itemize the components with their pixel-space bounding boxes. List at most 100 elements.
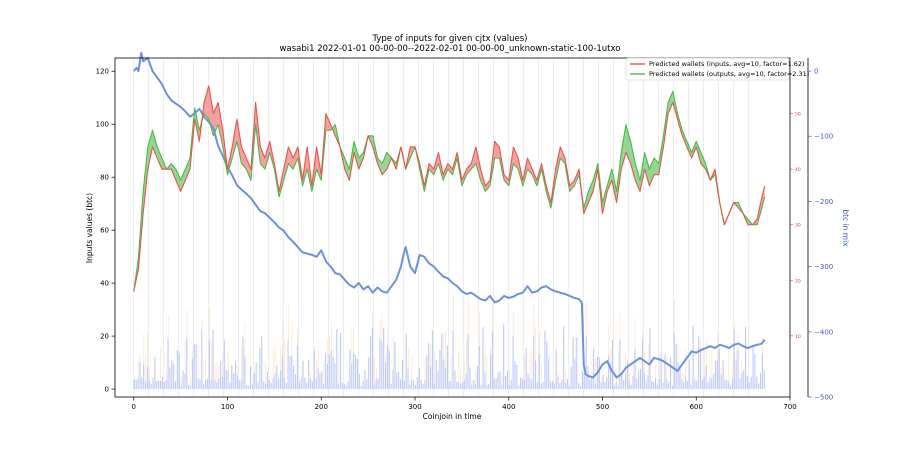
bar-mark <box>332 356 334 390</box>
bar-mark <box>505 375 507 390</box>
bar-mark <box>246 385 248 390</box>
bar-mark <box>197 344 199 380</box>
difference-area <box>649 158 655 186</box>
bar-mark <box>430 344 431 367</box>
bar-mark <box>143 334 145 365</box>
bar-mark <box>293 365 295 390</box>
bar-mark <box>728 381 730 390</box>
bar-mark <box>509 369 510 386</box>
difference-area <box>218 102 223 147</box>
bar-mark <box>266 372 268 390</box>
bar-mark <box>439 349 441 390</box>
bar-mark <box>325 351 326 354</box>
bar-mark <box>394 342 396 390</box>
bar-mark <box>154 356 156 390</box>
bar-mark <box>574 337 576 359</box>
bar-mark <box>330 350 332 390</box>
bar-mark <box>222 353 223 377</box>
bar-mark <box>392 368 394 390</box>
y-right-outer-tick-label: −100 <box>814 133 833 141</box>
y-right-axis-label: btc in mix <box>841 209 850 247</box>
bar-mark <box>139 353 141 363</box>
bar-mark <box>524 354 525 380</box>
bar-mark <box>263 381 265 390</box>
difference-area <box>382 152 387 175</box>
bar-mark <box>586 301 587 337</box>
bar-mark <box>261 336 263 390</box>
bar-mark <box>643 373 645 390</box>
difference-area <box>185 158 190 181</box>
bar-mark <box>145 382 147 390</box>
bar-mark <box>332 349 334 357</box>
bar-mark <box>225 369 227 390</box>
bar-mark <box>581 370 583 390</box>
bar-mark <box>235 361 237 390</box>
bar-mark <box>184 373 186 390</box>
bar-mark <box>353 352 355 390</box>
bar-mark <box>308 359 310 390</box>
bar-mark <box>143 364 145 390</box>
bar-mark <box>488 384 490 390</box>
bar-mark <box>451 357 452 382</box>
bar-mark <box>694 380 696 390</box>
y-right-inner-tick-label: 20 <box>795 278 801 284</box>
difference-area <box>330 124 336 136</box>
bar-mark <box>746 376 748 390</box>
bar-mark <box>182 370 184 390</box>
bar-mark <box>642 330 643 340</box>
bar-mark <box>728 350 730 382</box>
bar-mark <box>476 366 478 390</box>
bar-mark <box>316 358 317 379</box>
bar-mark <box>193 344 195 390</box>
bar-mark <box>704 349 705 377</box>
bar-mark <box>456 382 458 390</box>
bar-mark <box>270 383 272 390</box>
y-tick-label: 100 <box>96 121 109 129</box>
bar-mark <box>373 385 375 390</box>
y-right-inner-tick-label: 30 <box>795 223 801 229</box>
bar-mark <box>338 384 340 390</box>
bar-mark <box>762 338 763 354</box>
bar-mark <box>724 378 726 381</box>
bar-mark <box>557 371 559 377</box>
y-right-outer-tick-label: −400 <box>814 328 833 336</box>
bar-mark <box>561 379 563 390</box>
bar-mark <box>529 378 531 390</box>
bar-mark <box>724 380 726 390</box>
bar-mark <box>671 385 673 390</box>
bar-mark <box>356 358 358 390</box>
bar-mark <box>492 304 493 332</box>
bar-mark <box>331 321 332 351</box>
bar-mark <box>718 348 720 390</box>
bar-mark <box>366 378 368 380</box>
bar-mark <box>272 378 274 390</box>
bar-mark <box>721 368 722 375</box>
bar-mark <box>137 378 139 390</box>
bar-mark <box>589 379 591 390</box>
bar-mark <box>756 376 758 390</box>
bar-mark <box>145 356 146 383</box>
bar-mark <box>651 381 653 390</box>
x-tick-label: 500 <box>596 403 609 411</box>
bar-mark <box>201 319 203 329</box>
bar-mark <box>469 365 471 368</box>
bar-mark <box>655 377 657 390</box>
difference-area <box>152 130 158 159</box>
bar-mark <box>471 380 473 385</box>
difference-area <box>265 141 270 170</box>
bar-mark <box>645 380 647 390</box>
bar-mark <box>707 382 709 390</box>
bar-mark <box>655 364 656 378</box>
bar-mark <box>167 315 169 340</box>
bar-mark <box>236 375 238 390</box>
bar-mark <box>413 380 415 390</box>
series-line-btc-in-mix <box>132 51 766 379</box>
bar-mark <box>377 378 379 390</box>
bar-mark <box>611 340 613 390</box>
bar-mark <box>424 358 426 380</box>
bar-mark <box>415 385 417 390</box>
bar-mark <box>546 341 548 390</box>
bar-mark <box>190 386 192 390</box>
bar-mark <box>716 360 718 390</box>
bar-mark <box>206 378 208 390</box>
